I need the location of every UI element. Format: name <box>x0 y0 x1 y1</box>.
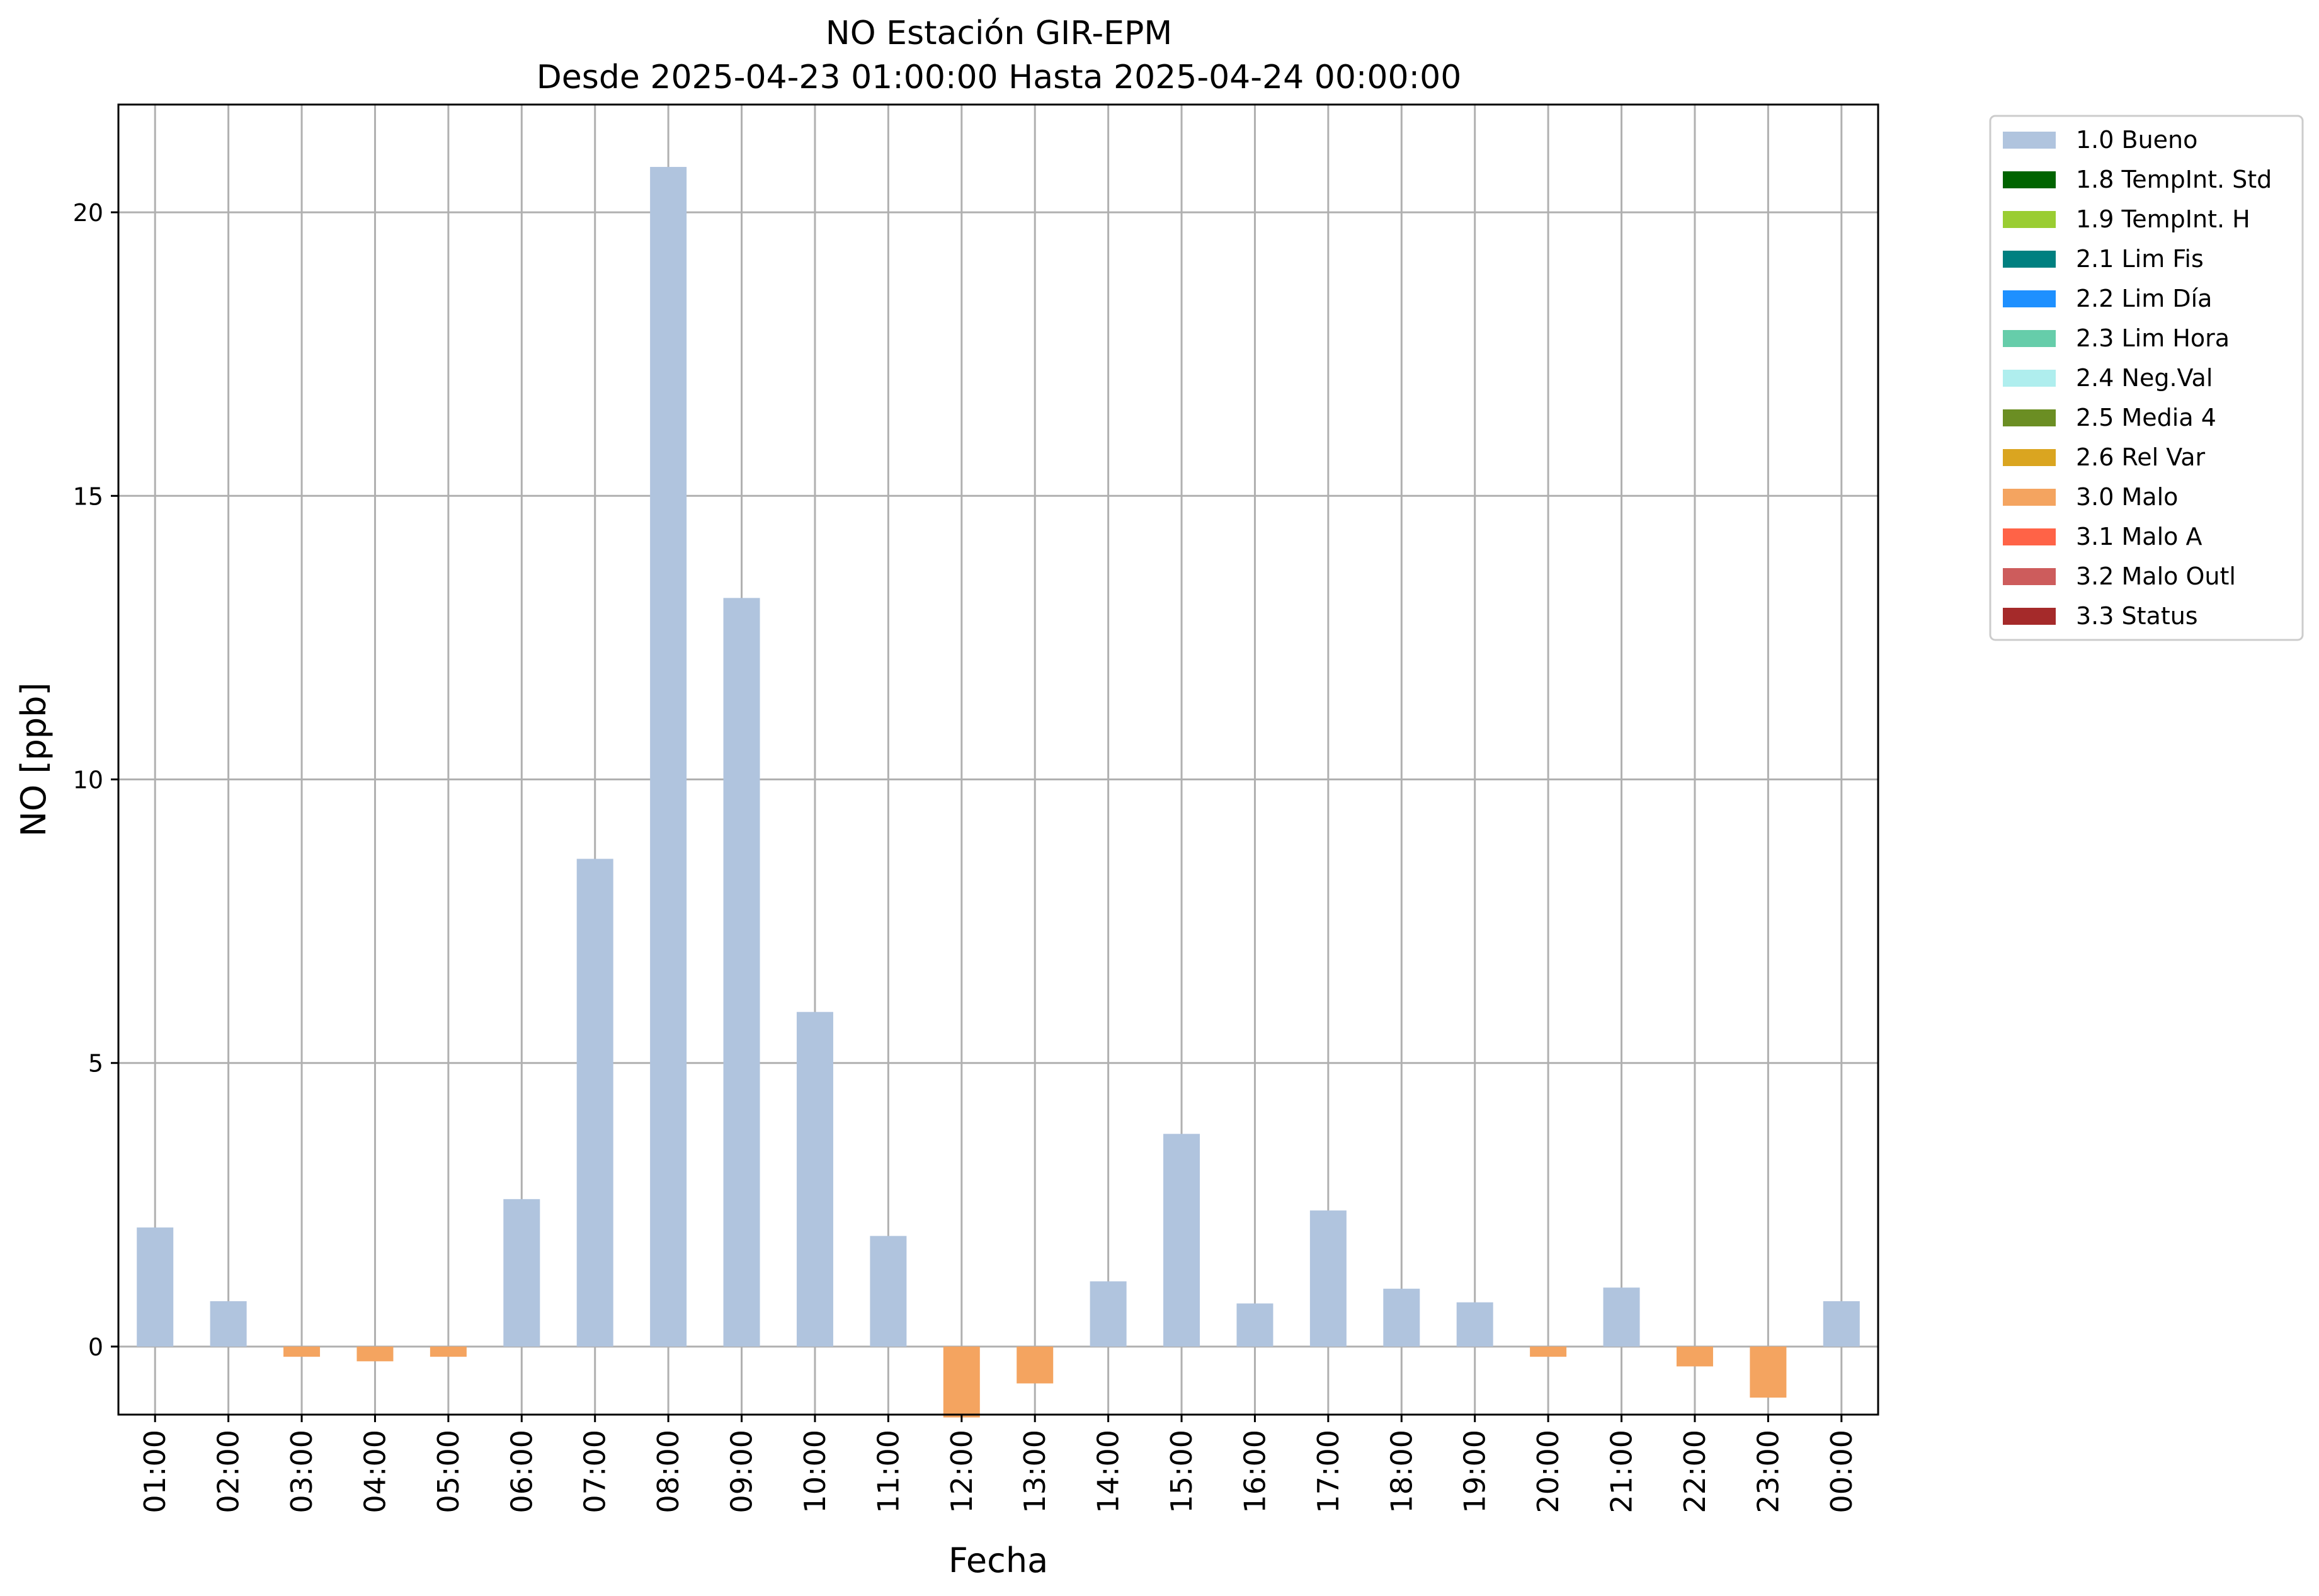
bars <box>137 167 1860 1418</box>
x-tick-label: 15:00 <box>1165 1430 1199 1513</box>
legend-label: 2.4 Neg.Val <box>2076 364 2213 392</box>
bar-13:00 <box>1017 1346 1054 1384</box>
bar-03:00 <box>283 1346 321 1357</box>
bar-21:00 <box>1603 1287 1640 1347</box>
x-tick-label: 01:00 <box>138 1430 172 1513</box>
legend-swatch <box>2003 171 2056 188</box>
legend-label: 1.9 TempInt. H <box>2076 205 2250 233</box>
bar-06:00 <box>503 1199 540 1347</box>
bar-10:00 <box>796 1012 833 1347</box>
bar-20:00 <box>1530 1346 1567 1357</box>
legend-label: 2.5 Media 4 <box>2076 404 2216 431</box>
legend-label: 2.2 Lim Día <box>2076 285 2212 312</box>
y-axis-ticks: 0 5 10 15 20 <box>73 199 118 1361</box>
plot-frame <box>117 103 1879 1416</box>
x-tick-label: 11:00 <box>871 1430 905 1513</box>
bar-00:00 <box>1823 1301 1860 1347</box>
legend-swatch <box>2003 251 2056 268</box>
legend-swatch <box>2003 409 2056 426</box>
legend-label: 1.0 Bueno <box>2076 126 2197 154</box>
legend-label: 2.1 Lim Fis <box>2076 245 2204 273</box>
y-axis-label: NO [ppb] <box>14 682 54 836</box>
bar-17:00 <box>1309 1210 1347 1347</box>
x-tick-label: 07:00 <box>578 1430 612 1513</box>
bar-22:00 <box>1676 1346 1713 1367</box>
legend-swatch <box>2003 132 2056 149</box>
chart-title: NO Estación GIR-EPM <box>826 14 1172 52</box>
bar-12:00 <box>943 1346 980 1418</box>
bar-19:00 <box>1456 1302 1493 1347</box>
bar-01:00 <box>137 1227 174 1347</box>
y-tick-label: 15 <box>73 482 103 510</box>
legend-swatch <box>2003 528 2056 545</box>
bar-08:00 <box>650 167 687 1347</box>
y-tick-label: 0 <box>88 1333 103 1361</box>
x-tick-label: 17:00 <box>1311 1430 1345 1513</box>
legend-label: 3.2 Malo Outl <box>2076 562 2236 590</box>
y-tick-label: 5 <box>88 1050 103 1078</box>
legend-label: 2.3 Lim Hora <box>2076 324 2230 352</box>
x-tick-label: 18:00 <box>1384 1430 1418 1513</box>
bar-04:00 <box>356 1346 394 1362</box>
x-tick-label: 19:00 <box>1458 1430 1492 1513</box>
legend-swatch <box>2003 608 2056 625</box>
x-tick-label: 10:00 <box>798 1430 832 1513</box>
x-tick-label: 00:00 <box>1825 1430 1859 1513</box>
legend-frame <box>1989 115 2304 641</box>
bar-07:00 <box>576 858 613 1347</box>
x-tick-label: 23:00 <box>1751 1430 1785 1513</box>
bar-18:00 <box>1383 1289 1420 1347</box>
legend: 1.0 Bueno 1.8 TempInt. Std 1.9 TempInt. H 2… <box>1989 115 2304 641</box>
y-tick-label: 20 <box>73 199 103 227</box>
y-tick-label: 10 <box>73 767 103 794</box>
x-tick-label: 08:00 <box>651 1430 685 1513</box>
x-tick-label: 12:00 <box>945 1430 979 1513</box>
bar-16:00 <box>1236 1303 1273 1347</box>
bar-15:00 <box>1163 1134 1200 1347</box>
x-axis-ticks: 01:00 02:00 03:00 04:00 05:00 06:00 07:00 08:00… <box>138 1415 1859 1513</box>
legend-label: 1.8 TempInt. Std <box>2076 166 2272 193</box>
legend-swatch <box>2003 568 2056 585</box>
x-tick-label: 03:00 <box>285 1430 319 1513</box>
x-tick-label: 22:00 <box>1678 1430 1712 1513</box>
legend-label: 3.3 Status <box>2076 602 2198 630</box>
x-tick-label: 16:00 <box>1238 1430 1272 1513</box>
legend-swatch <box>2003 330 2056 347</box>
legend-label: 3.1 Malo A <box>2076 523 2202 550</box>
legend-swatch <box>2003 489 2056 506</box>
x-tick-label: 21:00 <box>1605 1430 1639 1513</box>
legend-swatch <box>2003 370 2056 387</box>
bar-02:00 <box>210 1301 247 1347</box>
bar-23:00 <box>1750 1346 1787 1398</box>
x-tick-label: 13:00 <box>1018 1430 1052 1513</box>
legend-swatch <box>2003 449 2056 466</box>
legend-label: 3.0 Malo <box>2076 483 2178 511</box>
x-tick-label: 05:00 <box>431 1430 465 1513</box>
x-tick-label: 06:00 <box>504 1430 538 1513</box>
x-tick-label: 02:00 <box>212 1430 246 1513</box>
x-axis-label: Fecha <box>949 1541 1048 1580</box>
legend-swatch <box>2003 211 2056 228</box>
chart-subtitle: Desde 2025-04-23 01:00:00 Hasta 2025-04-… <box>537 59 1462 96</box>
bar-14:00 <box>1090 1281 1127 1347</box>
legend-label: 2.6 Rel Var <box>2076 443 2206 471</box>
bar-05:00 <box>430 1346 467 1357</box>
legend-swatch <box>2003 290 2056 307</box>
x-tick-label: 20:00 <box>1531 1430 1565 1513</box>
x-tick-label: 04:00 <box>358 1430 392 1513</box>
bar-11:00 <box>870 1236 907 1347</box>
x-tick-label: 14:00 <box>1091 1430 1125 1513</box>
bar-09:00 <box>723 598 760 1347</box>
x-tick-label: 09:00 <box>725 1430 759 1513</box>
